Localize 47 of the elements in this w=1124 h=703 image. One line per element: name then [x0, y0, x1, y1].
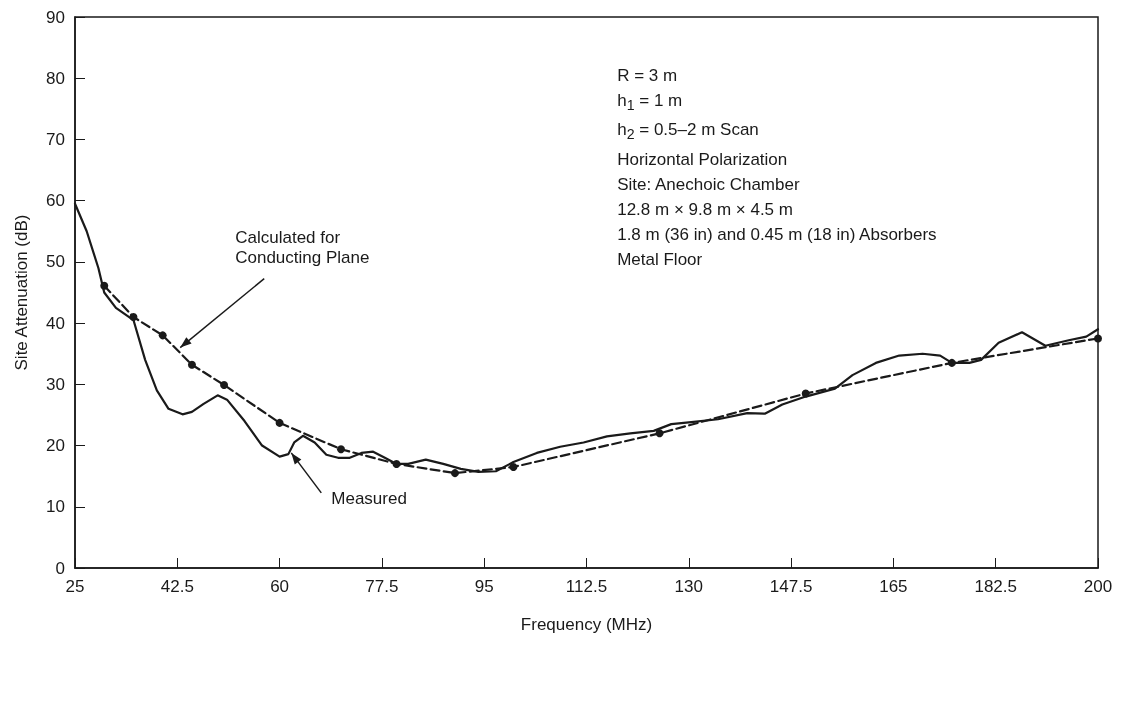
- x-tick-label: 147.5: [769, 577, 813, 596]
- y-axis-title: Site Attenuation (dB): [12, 214, 31, 371]
- annotation: R = 3 m: [617, 65, 679, 87]
- annotation: Measured: [331, 488, 407, 509]
- annotation: Site: Anechoic Chamber: [617, 173, 801, 196]
- annotation: 12.8 m × 9.8 m × 4.5 m: [617, 198, 794, 221]
- y-tick-label: 90: [46, 7, 65, 27]
- point: [275, 418, 284, 427]
- x-tick-label: 60: [270, 577, 290, 596]
- y-tick-label: 40: [46, 313, 65, 333]
- y-tick-label: 0: [55, 558, 65, 578]
- x-tick-label: 182.5: [974, 577, 1017, 596]
- point: [509, 462, 518, 471]
- x-tick-label: 165: [879, 577, 908, 596]
- y-tick-label: 60: [46, 191, 65, 211]
- point: [336, 445, 345, 454]
- x-tick-label: 112.5: [565, 577, 608, 596]
- point: [187, 360, 196, 369]
- point: [158, 331, 167, 340]
- x-tick-label: 77.5: [365, 577, 399, 596]
- point: [801, 389, 810, 398]
- annotation: 1.8 m (36 in) and 0.45 m (18 in) Absorbers: [617, 223, 937, 246]
- point: [100, 281, 109, 290]
- x-tick-label: 200: [1083, 577, 1113, 596]
- point: [129, 312, 138, 321]
- y-tick-label: 20: [46, 436, 65, 456]
- annotation: Metal Floor: [617, 248, 704, 271]
- y-tick-label: 30: [46, 374, 65, 394]
- annotation: Calculated for Conducting Plane: [235, 227, 370, 268]
- annotation: h$_{1}$ = 1 m: [617, 90, 684, 116]
- point: [450, 469, 459, 478]
- x-tick-label: 25: [65, 577, 85, 596]
- point: [655, 429, 664, 438]
- annotation: h$_{2}$ = 0.5–2 m Scan: [617, 119, 760, 145]
- y-tick-label: 50: [46, 252, 65, 272]
- point: [220, 380, 229, 389]
- point: [947, 358, 956, 367]
- x-axis-title: Frequency (MHz): [520, 615, 653, 634]
- y-tick-label: 80: [46, 68, 65, 88]
- point: [392, 459, 401, 468]
- x-tick-label: 130: [674, 577, 703, 596]
- y-tick-label: 70: [46, 129, 65, 149]
- x-tick-label: 95: [474, 577, 494, 596]
- x-tick-label: 42.5: [160, 577, 194, 596]
- point: [1094, 334, 1102, 343]
- y-tick-label: 10: [46, 497, 65, 517]
- annotation: Horizontal Polarization: [617, 148, 789, 171]
